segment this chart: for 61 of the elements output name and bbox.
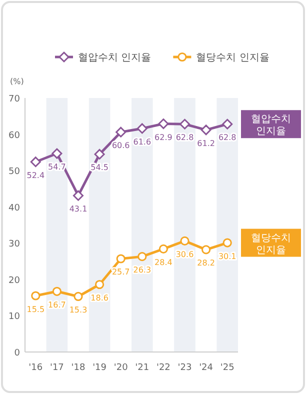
point	[180, 118, 190, 130]
point	[222, 238, 232, 248]
data-label: 61.2	[197, 138, 215, 148]
point	[52, 148, 62, 159]
point	[200, 124, 212, 136]
y-tick-label: 20	[8, 276, 20, 286]
x-tick-label: '17	[50, 363, 64, 373]
point	[180, 236, 190, 246]
data-label: 28.2	[197, 258, 215, 268]
data-label: 61.6	[133, 137, 152, 146]
point	[158, 244, 168, 254]
text: 혈당수치 인지율	[251, 232, 291, 256]
point	[116, 254, 126, 264]
x-tick-label: '24	[199, 363, 214, 373]
data-label: 62.8	[176, 133, 194, 142]
x-tick-label: '21	[135, 363, 150, 373]
point	[158, 118, 169, 130]
y-tick-label: 0	[14, 348, 20, 358]
data-label: 26.3	[133, 266, 152, 275]
point	[202, 245, 211, 254]
point	[52, 286, 62, 296]
y-tick-label: 40	[8, 203, 20, 214]
point	[94, 148, 105, 160]
x-tick-label: '19	[92, 363, 107, 373]
data-label: 28.4	[154, 258, 172, 267]
x-tick-label: '23	[178, 363, 192, 373]
data-label: 30.1	[218, 252, 236, 261]
data-label: 15.3	[69, 305, 88, 314]
data-label: 43.1	[69, 204, 88, 214]
point	[74, 292, 83, 302]
data-label: 16.7	[48, 300, 66, 310]
point	[222, 118, 233, 130]
y-axis-title: (%)	[10, 77, 24, 86]
x-tick-label: '20	[114, 363, 128, 373]
legend-label: 혈압수치 인지율	[78, 52, 152, 64]
data-label: 18.6	[90, 294, 108, 303]
point	[95, 280, 104, 290]
y-tick-label: 10	[8, 312, 20, 322]
point	[136, 123, 148, 134]
point	[31, 291, 40, 300]
text: 혈압수치 인지율	[251, 114, 291, 138]
data-label: 15.5	[26, 304, 45, 314]
x-tick-label: '22	[156, 363, 170, 373]
data-label: 60.6	[112, 141, 130, 150]
data-label: 62.8	[218, 133, 236, 142]
x-tick-label: '18	[71, 363, 86, 373]
point	[116, 126, 126, 138]
x-tick-label: '25	[220, 363, 234, 373]
y-tick-label: 70	[8, 94, 20, 104]
data-label: 62.9	[154, 132, 172, 142]
point	[30, 156, 41, 168]
y-tick-label: 60	[8, 130, 20, 141]
y-tick-label: 50	[8, 167, 20, 178]
data-label: 52.4	[26, 170, 45, 180]
y-tick-label: 30	[8, 240, 20, 250]
data-label: 30.6	[176, 250, 194, 259]
point	[73, 190, 84, 201]
data-label: 25.7	[112, 268, 130, 277]
x-tick-label: '16	[28, 363, 43, 373]
legend-label: 혈당수치 인지율	[196, 52, 270, 64]
point	[138, 252, 147, 262]
